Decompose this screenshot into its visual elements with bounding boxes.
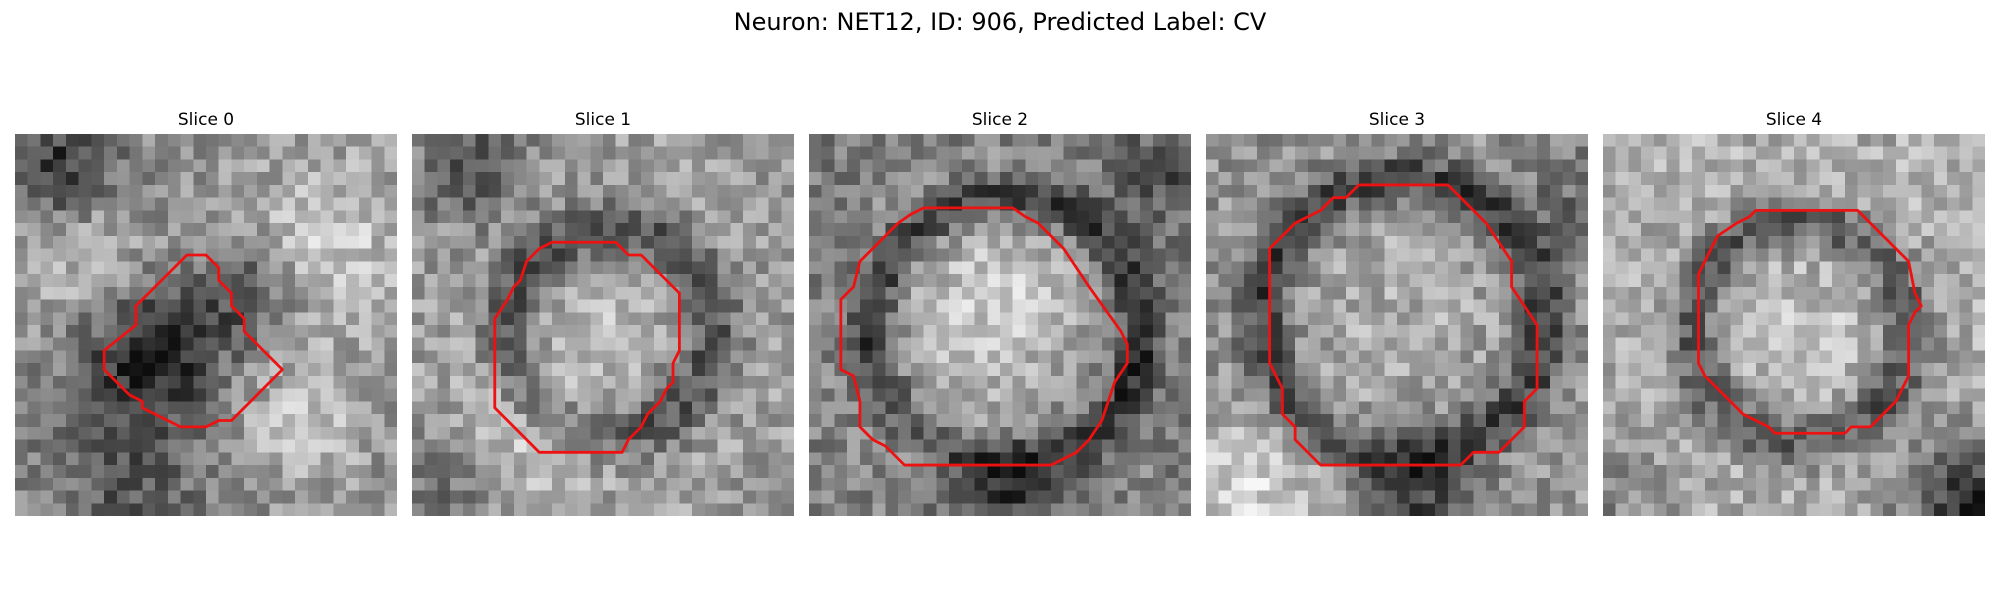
slice-title-3: Slice 3 — [1368, 110, 1426, 130]
slice-title-1: Slice 1 — [574, 110, 632, 130]
slice-panel-2: Slice 2 — [809, 110, 1191, 516]
slice-4-pixel-grid — [1603, 134, 1985, 516]
slice-0-contour — [102, 253, 284, 429]
slice-image-2 — [809, 134, 1191, 516]
figure-title: Neuron: NET12, ID: 906, Predicted Label:… — [733, 8, 1267, 36]
slice-title-4: Slice 4 — [1765, 110, 1823, 130]
slice-panel-1: Slice 1 — [412, 110, 794, 516]
slice-1-contour — [493, 240, 681, 454]
slice-3-pixel-grid — [1206, 134, 1588, 516]
slice-3-contour — [1268, 183, 1539, 467]
slice-2-contour — [839, 206, 1129, 467]
slice-panel-3: Slice 3 — [1206, 110, 1588, 516]
slice-panel-4: Slice 4 — [1603, 110, 1985, 516]
slice-panel-0: Slice 0 — [15, 110, 397, 516]
slice-image-4 — [1603, 134, 1985, 516]
slice-image-0 — [15, 134, 397, 516]
slice-image-3 — [1206, 134, 1588, 516]
slice-1-pixel-grid — [412, 134, 794, 516]
slice-0-pixel-grid — [15, 134, 397, 516]
slice-2-pixel-grid — [809, 134, 1191, 516]
slice-image-1 — [412, 134, 794, 516]
slice-4-contour — [1697, 208, 1923, 435]
slice-title-2: Slice 2 — [971, 110, 1029, 130]
slice-title-0: Slice 0 — [177, 110, 235, 130]
